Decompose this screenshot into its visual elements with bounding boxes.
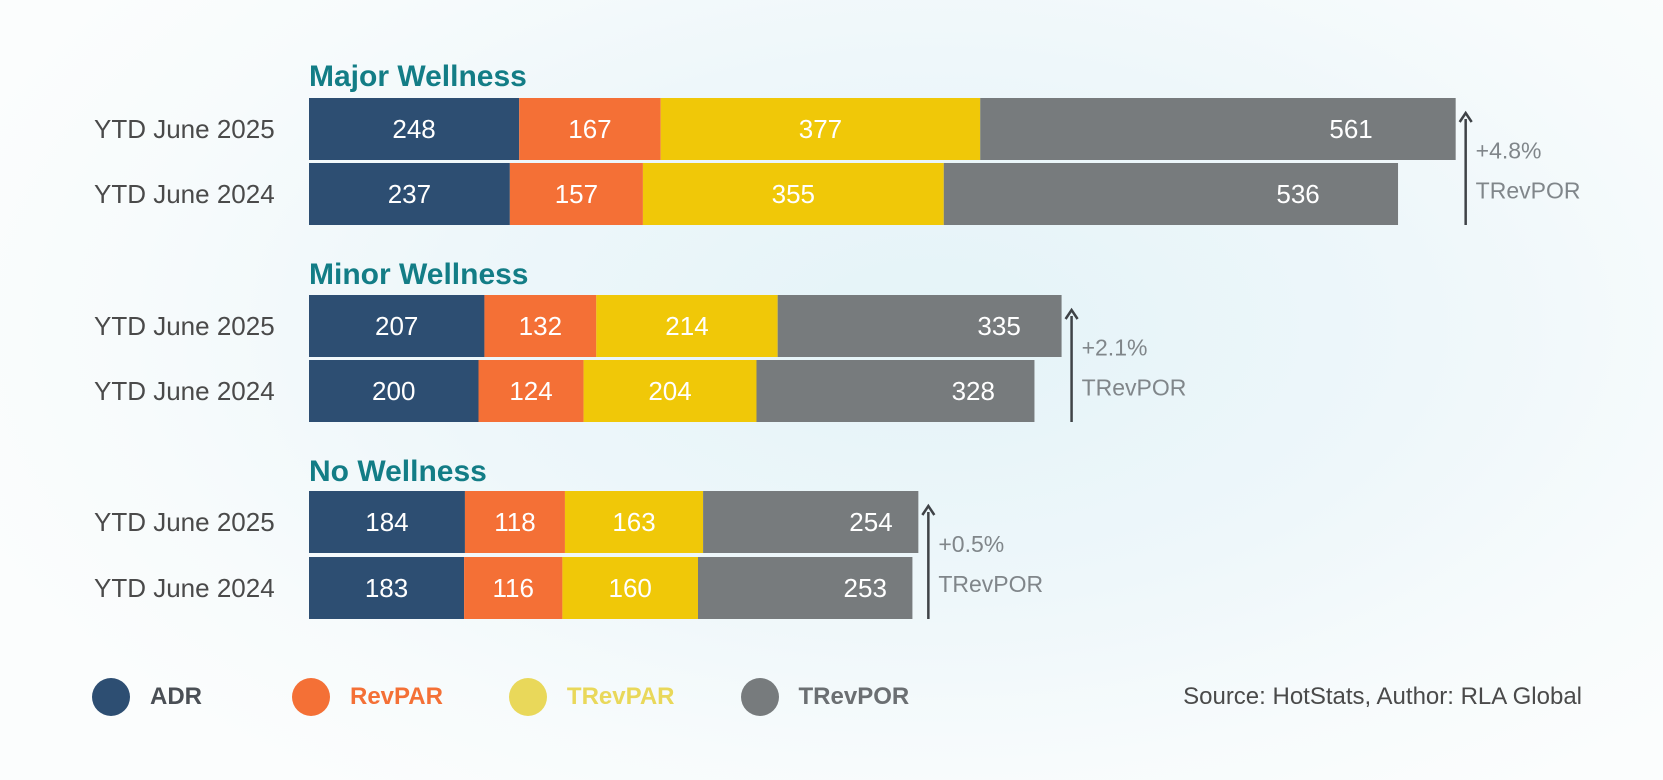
value-label-trevpor-no-wellness-ytd-june-2025: 254: [849, 507, 892, 537]
change-percent-major-wellness: +4.8%: [1476, 138, 1542, 164]
value-label-revpar-no-wellness-ytd-june-2025: 118: [494, 507, 535, 537]
bar-trevpor-major-wellness-ytd-june-2025: [980, 98, 1456, 160]
bar-adr-major-wellness-ytd-june-2024: [309, 163, 510, 225]
value-label-adr-no-wellness-ytd-june-2024: 183: [365, 573, 408, 603]
legend-swatch-trevpar: [508, 678, 547, 716]
bar-trevpor-no-wellness-ytd-june-2024: [698, 557, 913, 619]
bar-adr-minor-wellness-ytd-june-2025: [309, 295, 485, 357]
row-label-major-wellness-ytd-june-2025: YTD June 2025: [94, 114, 275, 144]
legend-label-trevpar: TRevPAR: [566, 683, 675, 710]
row-label-minor-wellness-ytd-june-2024: YTD June 2024: [94, 376, 275, 406]
value-label-revpar-no-wellness-ytd-june-2024: 116: [493, 573, 534, 603]
bar-trevpor-minor-wellness-ytd-june-2024: [756, 360, 1035, 422]
change-percent-no-wellness: +0.5%: [938, 531, 1004, 557]
change-metric-no-wellness: TRevPOR: [938, 571, 1043, 597]
value-label-adr-minor-wellness-ytd-june-2024: 200: [372, 376, 415, 406]
legend-item-trevpar: TRevPAR: [508, 678, 675, 716]
change-arrowhead-major-wellness: [1458, 110, 1473, 123]
legend-label-trevpor: TRevPOR: [798, 683, 910, 710]
bar-adr-no-wellness-ytd-june-2025: [309, 491, 465, 553]
bar-revpar-minor-wellness-ytd-june-2025: [484, 295, 597, 357]
value-label-trevpor-no-wellness-ytd-june-2024: 253: [844, 573, 887, 603]
change-percent-minor-wellness: +2.1%: [1082, 335, 1148, 361]
bar-revpar-no-wellness-ytd-june-2024: [464, 557, 563, 619]
value-label-trevpor-major-wellness-ytd-june-2025: 561: [1329, 114, 1372, 144]
value-label-trevpor-minor-wellness-ytd-june-2025: 335: [977, 311, 1020, 341]
bar-trevpor-no-wellness-ytd-june-2025: [703, 491, 919, 553]
chart-legend: ADR RevPAR TRevPAR TRevPOR Source: HotStats,…: [92, 676, 1582, 718]
legend-item-revpar: RevPAR: [292, 678, 443, 716]
value-label-revpar-major-wellness-ytd-june-2025: 167: [568, 114, 611, 144]
group-title-minor-wellness: Minor Wellness: [309, 258, 529, 291]
bar-trevpor-minor-wellness-ytd-june-2025: [777, 295, 1062, 357]
change-metric-minor-wellness: TRevPOR: [1082, 375, 1187, 401]
row-label-no-wellness-ytd-june-2024: YTD June 2024: [94, 573, 275, 603]
row-label-no-wellness-ytd-june-2025: YTD June 2025: [94, 507, 275, 537]
change-arrowhead-minor-wellness: [1064, 307, 1079, 320]
row-label-minor-wellness-ytd-june-2025: YTD June 2025: [94, 311, 275, 341]
value-label-trevpar-no-wellness-ytd-june-2025: 163: [612, 507, 655, 537]
bar-revpar-no-wellness-ytd-june-2025: [464, 491, 565, 553]
value-label-revpar-minor-wellness-ytd-june-2025: 132: [519, 311, 562, 341]
legend-swatch-trevpor: [740, 678, 779, 716]
bar-adr-no-wellness-ytd-june-2024: [309, 557, 465, 619]
bar-revpar-major-wellness-ytd-june-2025: [519, 98, 661, 160]
group-title-major-wellness: Major Wellness: [309, 60, 527, 93]
legend-swatch-revpar: [292, 678, 330, 716]
bar-trevpar-minor-wellness-ytd-june-2025: [596, 295, 778, 357]
change-arrowhead-no-wellness: [921, 503, 936, 516]
value-label-adr-major-wellness-ytd-june-2025: 248: [392, 114, 435, 144]
bar-revpar-major-wellness-ytd-june-2024: [509, 163, 643, 225]
value-label-revpar-minor-wellness-ytd-june-2024: 124: [509, 376, 552, 406]
value-label-adr-major-wellness-ytd-june-2024: 237: [388, 179, 431, 209]
value-label-revpar-major-wellness-ytd-june-2024: 157: [555, 179, 598, 209]
value-label-trevpar-minor-wellness-ytd-june-2025: 214: [665, 311, 708, 341]
value-label-trevpar-no-wellness-ytd-june-2024: 160: [609, 573, 652, 603]
value-label-trevpar-minor-wellness-ytd-june-2024: 204: [648, 376, 691, 406]
bar-adr-major-wellness-ytd-june-2025: [309, 98, 520, 160]
legend-item-adr: ADR: [92, 678, 202, 716]
bar-trevpar-no-wellness-ytd-june-2025: [564, 491, 704, 553]
value-label-trevpor-minor-wellness-ytd-june-2024: 328: [952, 376, 995, 406]
bar-trevpar-major-wellness-ytd-june-2025: [660, 98, 981, 160]
row-label-major-wellness-ytd-june-2024: YTD June 2024: [94, 179, 275, 209]
bar-trevpar-minor-wellness-ytd-june-2024: [583, 360, 757, 422]
value-label-adr-no-wellness-ytd-june-2025: 184: [365, 507, 408, 537]
bar-trevpar-no-wellness-ytd-june-2024: [562, 557, 699, 619]
legend-label-adr: ADR: [150, 683, 202, 710]
legend-label-revpar: RevPAR: [350, 683, 443, 710]
bar-trevpor-major-wellness-ytd-june-2024: [943, 163, 1399, 225]
bar-trevpar-major-wellness-ytd-june-2024: [642, 163, 944, 225]
change-metric-major-wellness: TRevPOR: [1476, 178, 1581, 204]
value-label-trevpor-major-wellness-ytd-june-2024: 536: [1276, 179, 1319, 209]
legend-item-trevpor: TRevPOR: [740, 678, 910, 716]
bar-revpar-minor-wellness-ytd-june-2024: [478, 360, 584, 422]
legend-swatch-adr: [92, 678, 130, 716]
value-label-adr-minor-wellness-ytd-june-2025: 207: [375, 311, 418, 341]
source-note: Source: HotStats, Author: RLA Global: [1183, 683, 1582, 710]
group-title-no-wellness: No Wellness: [309, 455, 487, 488]
value-label-trevpar-major-wellness-ytd-june-2025: 377: [799, 114, 842, 144]
value-label-trevpar-major-wellness-ytd-june-2024: 355: [772, 179, 815, 209]
bar-adr-minor-wellness-ytd-june-2024: [309, 360, 479, 422]
